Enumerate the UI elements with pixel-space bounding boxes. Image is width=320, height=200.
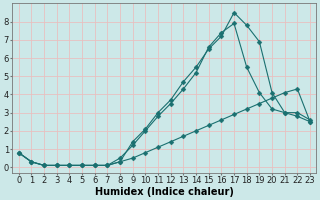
X-axis label: Humidex (Indice chaleur): Humidex (Indice chaleur)	[95, 187, 234, 197]
